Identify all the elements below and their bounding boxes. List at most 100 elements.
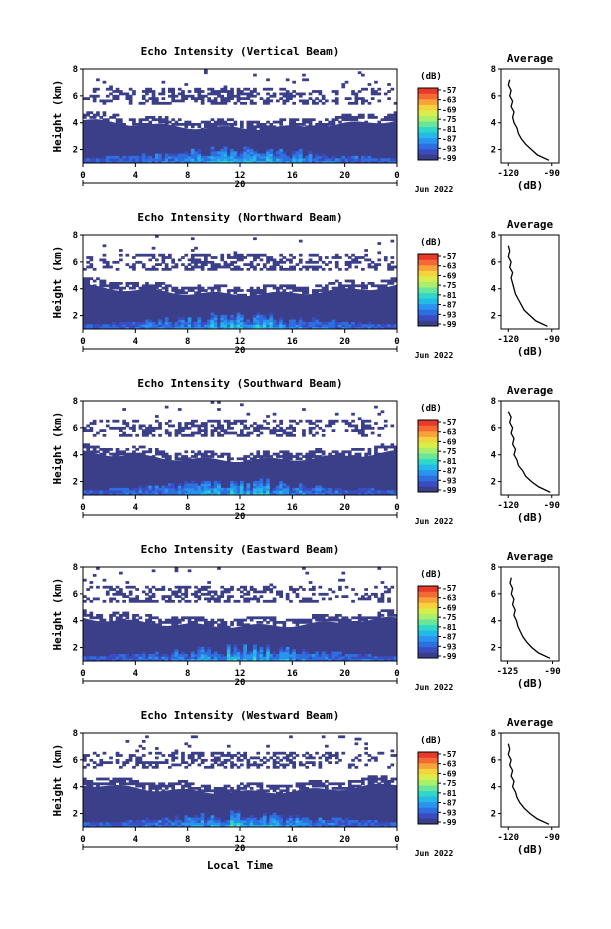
echo-cell: [262, 588, 267, 591]
echo-cell: [200, 289, 205, 292]
echo-cell: [128, 118, 133, 122]
echo-cell: [331, 450, 336, 454]
echo-cell: [367, 116, 372, 119]
echo-cell: [282, 99, 287, 103]
echo-cell: [256, 289, 261, 292]
echo-cell: [321, 616, 326, 620]
echo-cell: [312, 592, 316, 596]
echo-cell: [367, 326, 372, 330]
echo-cell: [109, 588, 113, 591]
echo-cell: [168, 599, 172, 603]
echo-cell: [207, 99, 211, 103]
echo-cell: [115, 592, 120, 596]
echo-cell: [168, 256, 172, 259]
echo-cell: [230, 317, 234, 321]
echo-cell: [236, 317, 241, 321]
echo-cell: [285, 654, 290, 657]
echo-cell: [204, 588, 208, 591]
echo-cell: [161, 286, 166, 290]
echo-cell: [328, 419, 332, 423]
echo-cell: [141, 450, 146, 454]
echo-cell: [383, 92, 388, 96]
echo-cell: [109, 618, 113, 622]
echo-cell: [361, 155, 365, 159]
echo-cell: [158, 160, 162, 164]
echo-cell: [204, 787, 208, 790]
echo-cell: [230, 761, 234, 764]
echo-cell: [210, 321, 215, 325]
colorbar-swatch: [418, 314, 438, 321]
echo-cell: [200, 618, 205, 622]
echo-cell: [115, 654, 120, 657]
echo-cell: [92, 113, 97, 117]
colorbar-tick-label: -81: [442, 789, 457, 798]
echo-cell: [230, 585, 234, 589]
echo-cell: [119, 158, 123, 162]
echo-cell: [168, 457, 172, 461]
echo-cell: [135, 656, 139, 660]
echo-cell: [272, 419, 277, 423]
echo-cell: [112, 654, 117, 657]
echo-cell: [325, 756, 329, 760]
echo-cell: [361, 487, 365, 491]
echo-cell: [374, 758, 378, 762]
echo-cell: [328, 120, 332, 124]
echo-cell: [138, 820, 143, 823]
echo-cell: [125, 97, 130, 100]
echo-cell: [289, 97, 293, 100]
colorbar-swatch: [418, 757, 438, 764]
echo-cell: [226, 319, 231, 323]
echo-cell: [354, 94, 359, 98]
echo-cell: [289, 92, 293, 96]
echo-cell: [184, 616, 189, 620]
echo-cell: [240, 433, 244, 437]
echo-cell: [393, 113, 398, 117]
echo-cell: [341, 83, 346, 86]
echo-cell: [259, 326, 264, 330]
echo-cell: [119, 780, 123, 783]
echo-cell: [315, 319, 319, 323]
echo-cell: [109, 92, 113, 96]
echo-cell: [135, 758, 139, 762]
echo-cell: [204, 822, 208, 826]
echo-cell: [262, 812, 267, 816]
echo-cell: [269, 490, 274, 494]
echo-cell: [357, 758, 362, 762]
echo-cell: [187, 817, 192, 821]
echo-cell: [177, 118, 182, 122]
echo-cell: [289, 326, 293, 330]
echo-cell: [194, 265, 198, 269]
echo-cell: [259, 616, 264, 620]
echo-cell: [223, 120, 228, 124]
echo-cell: [338, 120, 342, 124]
echo-cell: [96, 326, 100, 330]
echo-cell: [269, 820, 274, 823]
echo-cell: [367, 263, 372, 266]
echo-cell: [374, 326, 378, 330]
echo-cell: [276, 263, 280, 266]
echo-cell: [207, 267, 211, 271]
echo-cell: [292, 656, 296, 660]
echo-cell: [364, 824, 368, 828]
echo-cell: [105, 424, 110, 428]
echo-cell: [325, 263, 329, 266]
echo-cell: [132, 284, 136, 288]
echo-cell: [177, 595, 182, 598]
echo-cell: [148, 763, 153, 767]
y-tick-label: 8: [73, 729, 78, 739]
echo-cell: [393, 448, 398, 451]
echo-cell: [357, 492, 362, 496]
echo-cell: [285, 595, 290, 598]
echo-cell: [253, 326, 257, 330]
echo-cell: [383, 777, 388, 781]
echo-cell: [357, 452, 362, 456]
echo-cell: [102, 658, 107, 662]
echo-cell: [272, 758, 277, 762]
echo-cell: [253, 324, 257, 328]
echo-cell: [177, 621, 182, 624]
echo-cell: [240, 492, 244, 496]
echo-cell: [168, 483, 172, 487]
echo-cell: [289, 656, 293, 660]
echo-cell: [184, 153, 189, 157]
echo-cell: [233, 253, 238, 257]
